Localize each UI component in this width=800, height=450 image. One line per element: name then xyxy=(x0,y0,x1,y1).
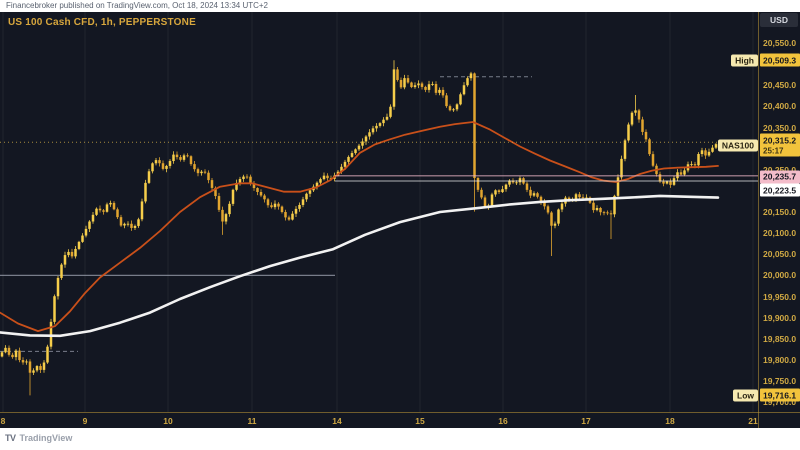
level-badge-pink: 20,235.7 xyxy=(760,170,800,184)
price-tick-label: 20,000.0 xyxy=(763,270,797,281)
price-tick-label: 20,550.0 xyxy=(763,38,797,48)
price-tick-label: 20,350.0 xyxy=(763,122,797,133)
low-tag: Low xyxy=(733,389,758,402)
price-tick-label: 19,850.0 xyxy=(763,333,797,344)
last-price-badge: NAS100 20,315.2 25:17 xyxy=(717,133,800,157)
last-price-value: 20,315.2 25:17 xyxy=(760,133,800,157)
footer-bar: TV TradingView xyxy=(0,428,800,450)
time-tick-label: 14 xyxy=(332,416,342,426)
currency-badge: USD xyxy=(760,13,798,27)
high-tag: High xyxy=(731,54,758,67)
price-tick-label: 19,750.0 xyxy=(763,376,797,386)
chart-legend[interactable]: US 100 Cash CFD, 1h, PEPPERSTONE xyxy=(8,17,196,28)
low-price-value: 19,716.1 xyxy=(760,388,800,402)
high-price-value: 20,509.3 xyxy=(760,53,800,67)
time-tick-label: 18 xyxy=(665,416,675,426)
level-white-value: 20,223.5 xyxy=(760,183,800,197)
price-tick-label: 20,100.0 xyxy=(763,228,797,239)
price-tick-label: 19,900.0 xyxy=(763,312,797,323)
level-pink-value: 20,235.7 xyxy=(760,170,800,184)
symbol-tag: NAS100 xyxy=(717,139,758,152)
price-tick-label: 20,450.0 xyxy=(763,80,797,91)
low-price-badge: Low 19,716.1 xyxy=(733,388,800,402)
price-tick-label: 19,950.0 xyxy=(763,291,797,302)
price-tick-label: 19,700.0 xyxy=(763,397,797,408)
time-tick-label: 15 xyxy=(415,416,425,426)
price-tick-label: 20,050.0 xyxy=(763,249,797,260)
axis-corner-divider xyxy=(758,412,759,428)
price-tick-label: 20,400.0 xyxy=(763,101,797,112)
chart-canvas[interactable] xyxy=(0,12,758,412)
time-tick-label: 9 xyxy=(82,416,88,426)
level-badge-white: 20,223.5 xyxy=(760,183,800,197)
time-axis[interactable]: 8 9 10 11 14 15 16 17 18 21 xyxy=(0,412,800,428)
time-tick-label: 11 xyxy=(247,416,257,426)
publisher-text: Financebroker published on TradingView.c… xyxy=(6,1,269,10)
time-tick-label: 21 xyxy=(748,416,758,426)
time-tick-label: 16 xyxy=(498,416,508,426)
time-tick-label: 10 xyxy=(163,416,173,426)
tradingview-logo-icon: TV xyxy=(5,433,16,443)
price-tick-label: 20,150.0 xyxy=(763,207,797,217)
publisher-bar: Financebroker published on TradingView.c… xyxy=(0,0,800,12)
price-axis[interactable]: 20,550.0 20,450.0 20,400.0 20,350.0 20,250.0… xyxy=(758,12,800,412)
time-tick-label: 8 xyxy=(0,416,6,426)
tradingview-logo[interactable]: TV TradingView xyxy=(5,433,73,443)
price-tick-label: 20,250.0 xyxy=(763,165,796,175)
time-tick-label: 17 xyxy=(581,416,591,426)
high-price-badge: High 20,509.3 xyxy=(731,53,800,67)
price-tick-label: 19,800.0 xyxy=(763,354,797,365)
bar-countdown: 25:17 xyxy=(763,146,784,156)
